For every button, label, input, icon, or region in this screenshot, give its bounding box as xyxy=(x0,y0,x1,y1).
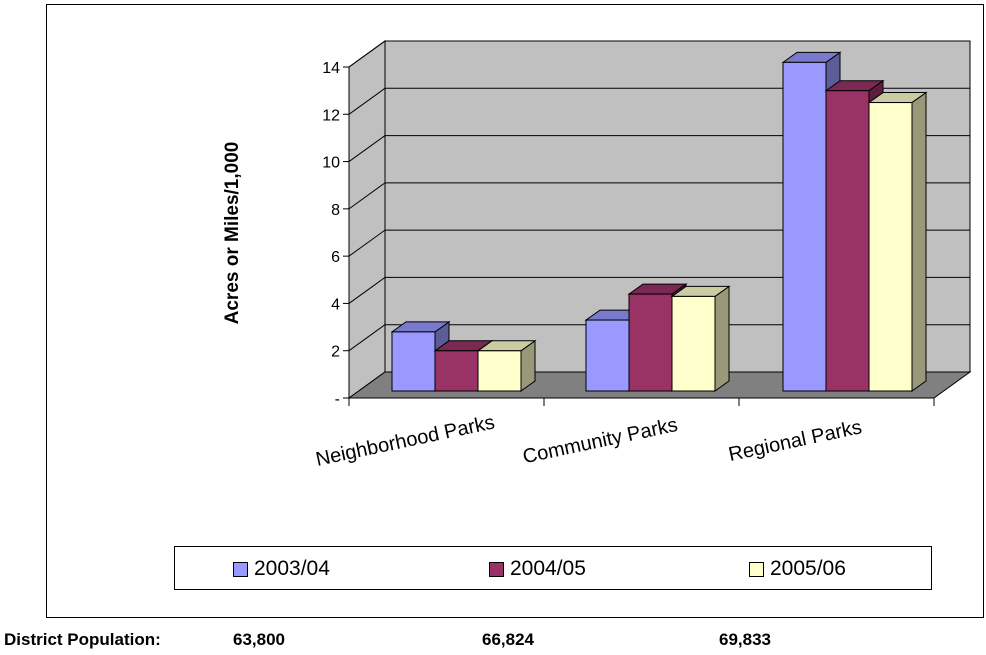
legend-item: 2004/05 xyxy=(489,556,586,582)
bar xyxy=(585,319,630,392)
gridline-side xyxy=(348,135,386,162)
legend-label: 2003/04 xyxy=(254,557,330,580)
y-tick-label: 10 xyxy=(322,155,340,172)
y-tick-label: 14 xyxy=(322,60,340,77)
y-tick-label: 4 xyxy=(331,296,340,313)
bar-side xyxy=(911,91,927,392)
legend-swatch xyxy=(749,561,764,577)
x-category-label: Community Parks xyxy=(521,414,680,468)
bar xyxy=(477,350,522,392)
chart-frame: - 2 4 6 8 10 12 14 Acres or Miles/1,000 Neighborh… xyxy=(46,4,984,618)
y-tick-label: 6 xyxy=(331,249,340,266)
legend-swatch xyxy=(489,561,504,577)
bar xyxy=(868,102,913,392)
legend-item: 2005/06 xyxy=(749,556,846,582)
gridline-side xyxy=(348,229,386,257)
legend-label: 2004/05 xyxy=(510,557,586,580)
plot-side-wall xyxy=(348,40,386,399)
y-tick-label: 12 xyxy=(322,107,340,124)
population-label: District Population: xyxy=(4,630,161,649)
bar xyxy=(782,61,827,392)
y-tick-label: 2 xyxy=(331,344,340,361)
y-tick-label: 8 xyxy=(331,202,340,219)
gridline-side xyxy=(348,277,386,304)
legend: 2003/04 2004/05 2005/06 xyxy=(174,546,932,590)
bar xyxy=(628,293,673,392)
population-value-3: 69,833 xyxy=(719,630,771,649)
x-category-label: Regional Parks xyxy=(727,416,864,466)
legend-swatch xyxy=(233,561,248,577)
population-value-1: 63,800 xyxy=(233,630,285,649)
legend-label: 2005/06 xyxy=(770,557,846,580)
bar-side xyxy=(714,285,730,392)
bar-chart: - 2 4 6 8 10 12 14 Acres or Miles/1,000 Neighborh… xyxy=(222,40,972,471)
y-tick-label: - xyxy=(335,391,340,408)
bar xyxy=(391,331,436,392)
bar xyxy=(825,90,870,392)
gridline-side xyxy=(348,324,386,352)
gridline-side xyxy=(348,40,386,68)
population-row: District Population: 63,800 66,824 69,83… xyxy=(0,630,986,652)
x-category-label: Neighborhood Parks xyxy=(314,411,497,470)
gridline-side xyxy=(348,87,386,115)
legend-item: 2003/04 xyxy=(233,556,330,582)
population-value-2: 66,824 xyxy=(482,630,534,649)
y-axis-label: Acres or Miles/1,000 xyxy=(222,142,243,325)
bar xyxy=(671,295,716,392)
bar xyxy=(434,350,479,392)
gridline-side xyxy=(348,182,386,210)
